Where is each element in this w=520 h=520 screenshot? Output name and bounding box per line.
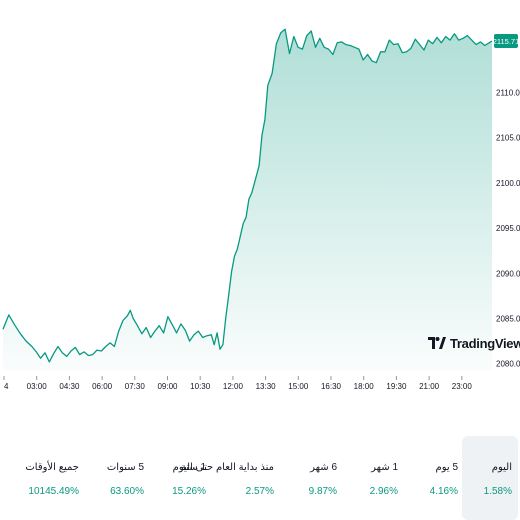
period-change-value: 10145.49%: [28, 486, 79, 497]
period-change-value: 63.60%: [110, 486, 144, 497]
period-label: 5 يوم: [435, 462, 458, 473]
price-chart[interactable]: 4 03:00 04:30 06:00 07:30 09:00 10:30 12:00 13:3…: [0, 0, 520, 400]
x-axis-tick-label: 06:00: [92, 382, 113, 391]
period-change-value: 2.96%: [369, 486, 398, 497]
y-axis-tick-label: 2110.00: [496, 89, 520, 98]
last-price-badge: [494, 34, 518, 48]
period-tab-8[interactable]: جميع الأوقات 10145.49%: [0, 436, 85, 520]
period-tab-5[interactable]: منذ بداية العام حتى اليوم 2.57%: [170, 436, 280, 520]
period-label: جميع الأوقات: [25, 462, 79, 473]
period-tab-7[interactable]: 5 سنوات 63.60%: [40, 436, 150, 520]
period-change-value: 9.87%: [308, 486, 337, 497]
x-axis-tick-label: 12:00: [223, 382, 244, 391]
x-axis-tick-label: 4: [4, 382, 9, 391]
period-label: 5 سنوات: [106, 462, 144, 473]
period-tab-1[interactable]: اليوم 1.58%: [462, 436, 518, 520]
y-axis-tick-label: 2085.00: [496, 315, 520, 324]
x-axis-tick-label: 13:30: [256, 382, 277, 391]
y-axis-tick-label: 2080.00: [496, 360, 520, 369]
x-axis-tick-label: 21:00: [419, 382, 440, 391]
x-axis-tick-label: 10:30: [190, 382, 211, 391]
period-change-value: 4.16%: [429, 486, 458, 497]
period-label: اليوم: [491, 462, 512, 473]
performance-periods: اليوم 1.58% 5 يوم 4.16% 1 شهر 2.96% 6 شهر 9.87%…: [0, 436, 520, 520]
x-axis-tick-label: 15:00: [288, 382, 309, 391]
tradingview-logo-text: TradingView: [450, 335, 520, 351]
price-line: [2, 28, 493, 363]
period-change-value: 2.57%: [245, 486, 274, 497]
x-axis-tick-label: 03:00: [27, 382, 48, 391]
y-axis-tick-label: 2095.00: [496, 224, 520, 233]
period-tab-6[interactable]: 1 سنة 15.26%: [102, 436, 212, 520]
period-change-value: 15.26%: [172, 486, 206, 497]
y-axis-tick-label: 2100.00: [496, 179, 520, 188]
x-axis-tick-label: 23:00: [452, 382, 473, 391]
x-axis-tick-label: 07:30: [125, 382, 146, 391]
tradingview-logo[interactable]: TradingView: [428, 334, 520, 352]
period-label: 6 شهر: [310, 462, 337, 473]
tradingview-logo-icon: [428, 337, 446, 349]
period-tab-3[interactable]: 1 شهر 2.96%: [294, 436, 404, 520]
period-tab-4[interactable]: 6 شهر 9.87%: [233, 436, 343, 520]
period-label: 1 سنة: [180, 462, 206, 473]
x-axis-tick-label: 09:00: [157, 382, 178, 391]
period-label: 1 شهر: [371, 462, 398, 473]
price-area-fill: [3, 29, 492, 370]
x-axis-tick-label: 19:30: [386, 382, 407, 391]
period-label: منذ بداية العام حتى اليوم: [172, 462, 274, 473]
x-axis-tick-label: 18:00: [354, 382, 375, 391]
last-price-label: 2115.71: [493, 37, 520, 46]
chart-canvas[interactable]: 4 03:00 04:30 06:00 07:30 09:00 10:30 12:00 13:3…: [0, 0, 520, 400]
x-axis-tick-label: 16:30: [321, 382, 342, 391]
period-change-value: 1.58%: [483, 486, 512, 497]
period-tab-2[interactable]: 5 يوم 4.16%: [354, 436, 464, 520]
y-axis-tick-label: 2105.00: [496, 134, 520, 143]
y-axis-tick-label: 2090.00: [496, 269, 520, 278]
x-axis-tick-label: 04:30: [59, 382, 80, 391]
